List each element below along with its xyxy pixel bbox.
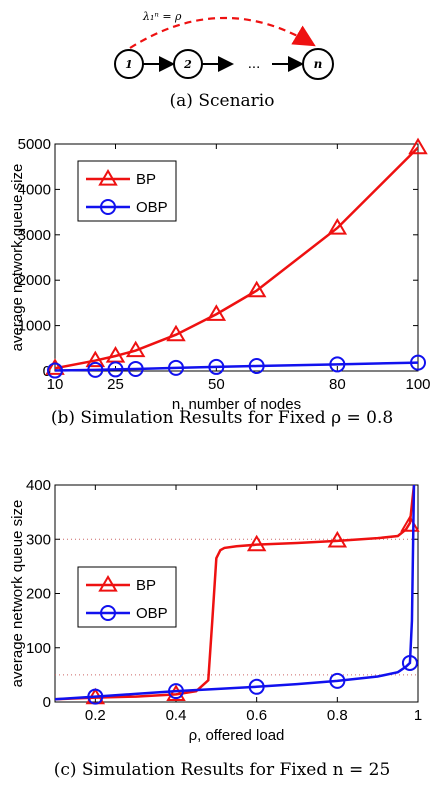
series-line-obp (55, 484, 416, 701)
legend-label-bp: BP (136, 171, 156, 188)
scenario-annotation: λ₁ⁿ = ρ (142, 10, 182, 23)
y-tick-label: 400 (26, 477, 51, 494)
legend-box (77, 160, 177, 222)
node-n-label: n (314, 57, 323, 71)
y-tick-label: 200 (26, 586, 51, 603)
scenario-diagram: λ₁ⁿ = ρ 1 2 ... n (a) Scenario (114, 10, 334, 111)
y-tick-label: 1000 (18, 318, 51, 335)
x-tick-label: 0.6 (246, 707, 267, 724)
data-point-obp (47, 362, 63, 379)
series-line-bp (55, 146, 418, 370)
x-tick-label: 10 (47, 376, 64, 393)
data-point-bp (246, 280, 267, 298)
legend-box (77, 566, 177, 628)
legend-label-obp: OBP (136, 199, 168, 216)
x-tick-label: 0.2 (85, 707, 106, 724)
data-point-obp (168, 359, 184, 376)
data-point-obp (87, 688, 104, 705)
data-point-bp (45, 358, 65, 375)
x-axis-title: ρ, offered load (189, 727, 285, 744)
data-point-bp (408, 137, 428, 155)
x-tick-label: 25 (107, 376, 124, 393)
data-point-bp (327, 530, 348, 548)
data-point-bp (327, 218, 348, 235)
y-tick-label: 2000 (18, 272, 51, 289)
x-axis-title: n, number of nodes (172, 396, 301, 413)
legend-marker-obp (100, 199, 116, 215)
chart-caption: (b) Simulation Results for Fixed ρ = 0.8 (51, 408, 393, 428)
data-point-obp (401, 654, 418, 671)
data-point-bp (85, 350, 106, 368)
x-tick-label: 1 (414, 707, 422, 724)
data-point-obp (248, 678, 265, 695)
legend-marker-obp (100, 605, 116, 621)
x-tick-label: 50 (208, 376, 225, 393)
y-tick-label: 4000 (18, 181, 51, 198)
data-point-bp (206, 304, 227, 321)
y-axis-title: average network queue size (9, 500, 26, 688)
data-point-obp (410, 354, 426, 371)
chart-caption: (c) Simulation Results for Fixed n = 25 (54, 760, 391, 780)
data-point-obp (168, 683, 184, 700)
data-point-obp (329, 672, 346, 689)
node-2-label: 2 (183, 58, 192, 71)
x-tick-label: 0.4 (166, 707, 187, 724)
data-point-obp (208, 358, 225, 375)
scenario-ellipsis: ... (248, 55, 261, 72)
y-tick-label: 100 (26, 640, 51, 657)
y-tick-label: 0 (43, 363, 51, 380)
x-tick-label: 80 (329, 376, 346, 393)
data-point-obp (127, 360, 144, 377)
legend-marker-bp (98, 169, 118, 186)
chart-fixed-n: 0.2 0.4 0.6 0.8 1 0 100 200 300 400 BP OBP ρ, offere… (9, 477, 422, 780)
data-point-bp (246, 534, 267, 552)
y-tick-label: 5000 (18, 136, 51, 153)
series-line-bp (55, 484, 416, 701)
node-1-label: 1 (125, 58, 133, 71)
data-point-obp (87, 361, 104, 378)
data-point-bp (166, 684, 186, 702)
data-point-obp (248, 358, 265, 375)
y-tick-label: 0 (43, 694, 51, 711)
y-tick-label: 300 (26, 531, 51, 548)
y-tick-label: 3000 (18, 227, 51, 244)
scenario-feedback-arrow (129, 16, 316, 49)
x-tick-label: 100 (405, 376, 430, 393)
data-point-obp (107, 361, 124, 378)
scenario-caption: (a) Scenario (170, 91, 275, 111)
legend-label-bp: BP (136, 577, 156, 594)
data-point-bp (166, 324, 186, 342)
legend-label-obp: OBP (136, 605, 168, 622)
legend-marker-bp (98, 575, 118, 592)
data-point-bp (125, 340, 146, 358)
chart-fixed-rho: 10 25 50 80 100010002000300040005000BPOBPn, … (9, 136, 431, 428)
y-axis-title: average network queue size (9, 164, 26, 352)
x-tick-label: 0.8 (327, 707, 348, 724)
data-point-obp (329, 356, 346, 373)
node-n (302, 48, 334, 80)
